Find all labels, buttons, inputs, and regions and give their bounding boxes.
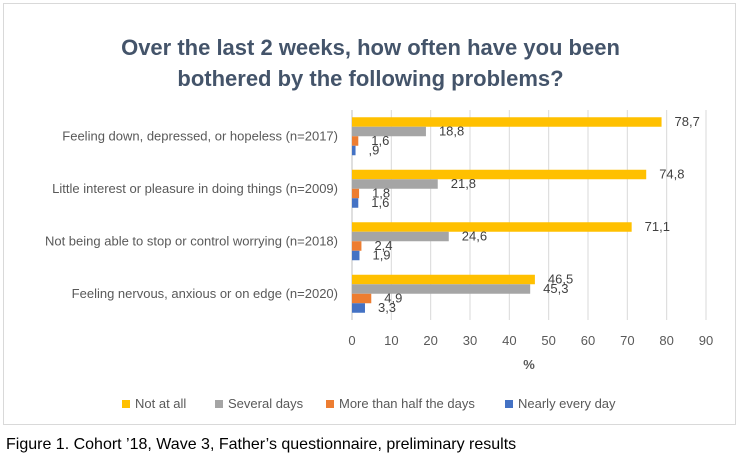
bar (352, 198, 359, 208)
bar (352, 117, 662, 127)
data-label: 1,6 (371, 195, 389, 210)
legend-swatch (326, 400, 334, 408)
bar (352, 222, 632, 232)
data-label: 18,8 (439, 123, 464, 138)
data-label: 4,9 (384, 290, 402, 305)
bar (352, 188, 360, 199)
legend-label: Not at all (135, 396, 186, 411)
data-label: 21,8 (451, 176, 476, 191)
x-tick-label: 90 (699, 333, 713, 348)
category-label: Feeling down, depressed, or hopeless (n=… (62, 128, 338, 143)
bar (352, 231, 449, 242)
x-tick-label: 60 (581, 333, 595, 348)
category-label: Not being able to stop or control worryi… (45, 233, 338, 248)
chart-title: Over the last 2 weeks, how often have yo… (4, 32, 737, 94)
x-axis-label: % (523, 357, 535, 372)
bar (352, 293, 372, 304)
data-label: ,9 (369, 142, 380, 157)
data-label: 3,3 (378, 300, 396, 315)
x-tick-label: 30 (463, 333, 477, 348)
data-label: 78,7 (675, 114, 700, 129)
data-label: 24,6 (462, 228, 487, 243)
data-label: 1,8 (372, 185, 390, 200)
bar (352, 179, 438, 189)
bar (352, 136, 359, 146)
data-label: 71,1 (645, 219, 670, 234)
x-tick-label: 50 (541, 333, 555, 348)
data-label: 74,8 (659, 166, 684, 181)
legend-swatch (505, 400, 513, 408)
bar (352, 250, 360, 261)
data-label: 46,5 (548, 271, 573, 286)
chart-frame: Over the last 2 weeks, how often have yo… (3, 3, 736, 425)
figure-caption: Figure 1. Cohort ’18, Wave 3, Father’s q… (6, 436, 517, 453)
data-label: 45,3 (543, 281, 568, 296)
chart-title-line-2: bothered by the following problems? (177, 66, 564, 91)
bar (352, 274, 535, 285)
x-tick-label: 40 (502, 333, 516, 348)
legend-swatch (122, 400, 130, 408)
bar (352, 284, 531, 294)
category-label: Feeling nervous, anxious or on edge (n=2… (72, 286, 338, 301)
legend-label: Nearly every day (518, 396, 616, 411)
bar (352, 241, 362, 251)
category-label: Little interest or pleasure in doing thi… (52, 181, 338, 196)
bar-chart: 0 10 20 30 40 50 60 70 80 90% Feeling down, depres… (45, 110, 713, 411)
legend-label: More than half the days (339, 396, 475, 411)
data-label: 2,4 (374, 238, 392, 253)
x-tick-label: 80 (659, 333, 673, 348)
x-tick-label: 20 (423, 333, 437, 348)
data-label: 1,9 (372, 247, 390, 262)
legend-label: Several days (228, 396, 304, 411)
bar (352, 145, 356, 156)
x-tick-label: 70 (620, 333, 634, 348)
x-tick-label: 10 (384, 333, 398, 348)
bar (352, 303, 365, 313)
bar (352, 126, 426, 137)
data-label: 1,6 (371, 133, 389, 148)
chart-title-line-1: Over the last 2 weeks, how often have yo… (121, 35, 620, 60)
x-tick-label: 0 (348, 333, 355, 348)
bar (352, 169, 647, 180)
legend-swatch (215, 400, 223, 408)
